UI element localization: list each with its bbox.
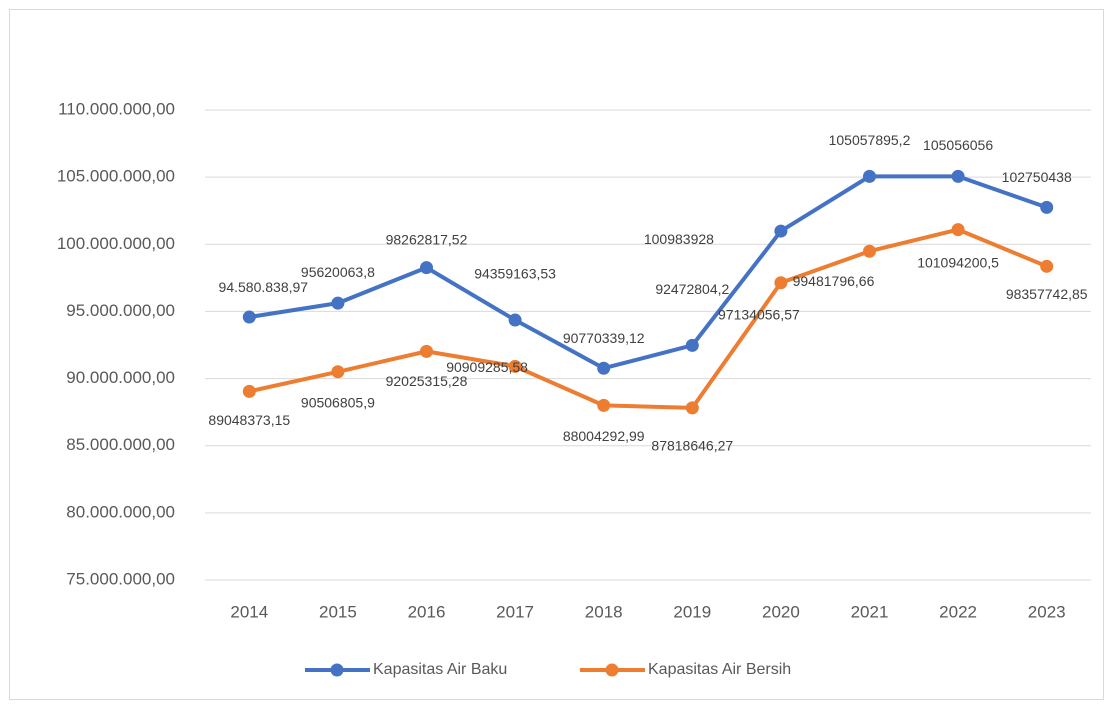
- data-label: 94359163,53: [474, 266, 556, 282]
- x-tick-label: 2018: [585, 602, 623, 621]
- point-marker: [863, 244, 876, 258]
- chart-border: [9, 9, 1104, 700]
- data-label: 94.580.838,97: [219, 279, 309, 295]
- data-label: 99481796,66: [793, 273, 875, 289]
- data-label: 90909285,58: [446, 359, 528, 375]
- point-marker: [242, 310, 256, 324]
- data-label: 92472804,2: [655, 281, 729, 297]
- point-marker: [420, 261, 433, 275]
- data-label: 92025315,28: [386, 373, 468, 389]
- point-marker: [774, 276, 788, 290]
- x-tick-label: 2016: [408, 602, 446, 621]
- data-label: 87818646,27: [651, 438, 733, 454]
- data-label: 98357742,85: [1006, 286, 1088, 302]
- point-marker: [685, 401, 699, 415]
- x-tick-label: 2023: [1028, 602, 1066, 621]
- y-tick-label: 110.000.000,00: [58, 99, 175, 118]
- point-marker: [951, 223, 965, 237]
- data-label: 95620063,8: [301, 264, 375, 280]
- data-label: 100983928: [644, 231, 714, 247]
- legend-marker: [330, 663, 344, 677]
- x-tick-label: 2021: [851, 602, 889, 621]
- data-label: 88004292,99: [563, 428, 645, 444]
- y-tick-label: 80.000.000,00: [66, 502, 175, 521]
- data-label: 105057895,2: [829, 132, 911, 148]
- legend-marker: [605, 663, 619, 677]
- y-tick-label: 85.000.000,00: [66, 435, 175, 454]
- y-tick-label: 90.000.000,00: [66, 368, 175, 387]
- legend-label: Kapasitas Air Bersih: [648, 661, 791, 678]
- point-marker: [863, 169, 876, 183]
- series-line: [248, 174, 1048, 371]
- x-tick-label: 2017: [496, 602, 534, 621]
- x-tick-label: 2014: [230, 602, 268, 621]
- point-marker: [508, 313, 522, 327]
- data-label: 98262817,52: [386, 231, 468, 247]
- data-label: 102750438: [1002, 169, 1072, 185]
- x-tick-label: 2022: [939, 602, 977, 621]
- data-label: 105056056: [923, 137, 993, 153]
- data-label: 90506805,9: [301, 394, 375, 410]
- series-line: [248, 227, 1048, 410]
- point-marker: [597, 398, 611, 412]
- point-marker: [331, 296, 345, 310]
- x-tick-label: 2019: [673, 602, 711, 621]
- y-tick-label: 105.000.000,00: [57, 167, 175, 186]
- point-marker: [685, 338, 699, 352]
- point-marker: [1040, 200, 1054, 214]
- y-tick-label: 75.000.000,00: [66, 569, 175, 588]
- y-tick-label: 100.000.000,00: [57, 234, 175, 253]
- point-marker: [508, 359, 522, 373]
- y-tick-label: 95.000.000,00: [66, 301, 175, 320]
- point-marker: [420, 344, 433, 358]
- data-label: 97134056,57: [718, 306, 800, 322]
- point-marker: [242, 384, 256, 398]
- data-label: 90770339,12: [563, 330, 645, 346]
- point-marker: [951, 169, 965, 183]
- data-label: 89048373,15: [208, 412, 290, 428]
- x-tick-label: 2015: [319, 602, 357, 621]
- x-tick-label: 2020: [762, 602, 800, 621]
- point-marker: [1040, 259, 1054, 273]
- point-marker: [774, 224, 788, 238]
- data-label: 101094200,5: [917, 254, 999, 270]
- point-marker: [597, 361, 611, 375]
- point-marker: [331, 365, 345, 379]
- legend-label: Kapasitas Air Baku: [373, 661, 507, 678]
